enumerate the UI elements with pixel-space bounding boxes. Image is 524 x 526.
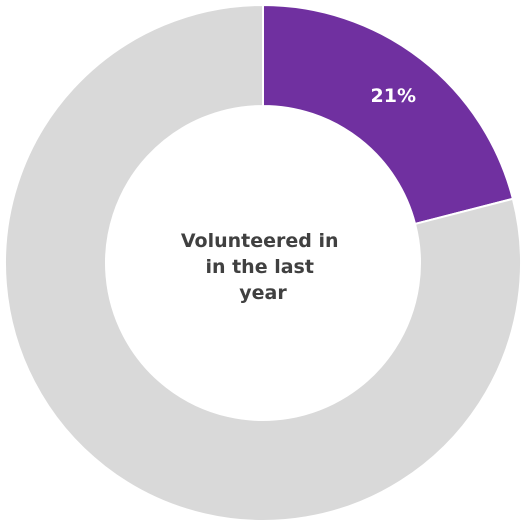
center-label-line-2: in the last [205, 256, 314, 278]
center-label: Volunteered in in the last year [181, 230, 345, 304]
slices-group [4, 3, 522, 522]
center-label-line-3: year [239, 282, 287, 304]
center-label-line-1: Volunteered in [181, 230, 339, 252]
slice-1 [262, 3, 515, 226]
slice-1-label: 21% [371, 85, 416, 107]
slice-labels-group: 21% [371, 85, 416, 107]
slice-2 [4, 3, 522, 522]
